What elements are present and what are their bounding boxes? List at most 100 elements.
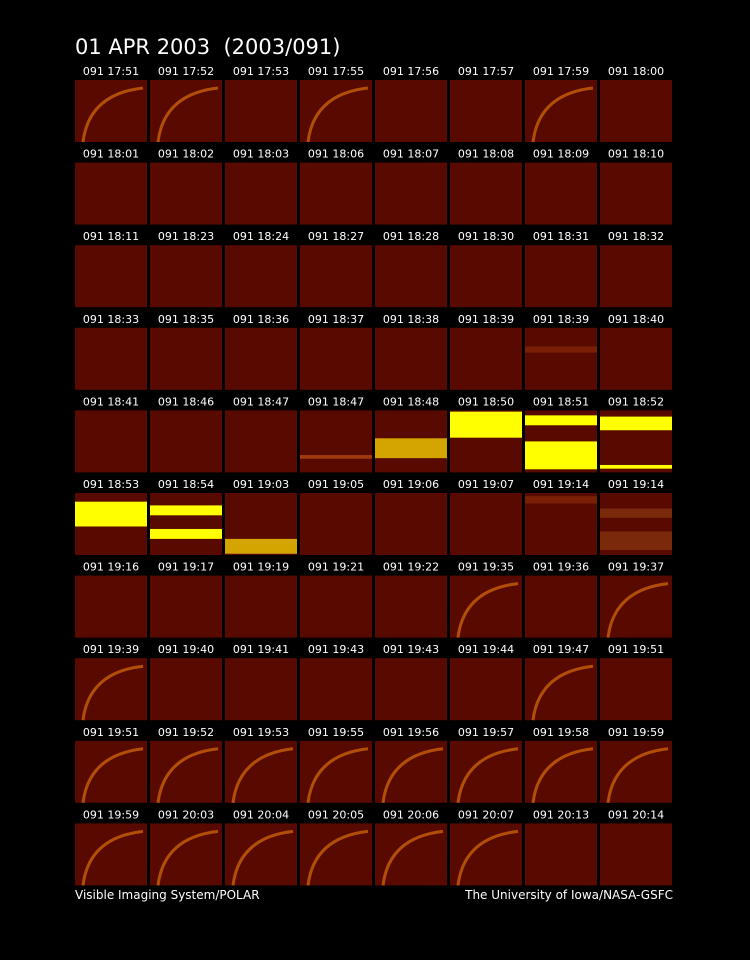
image-band — [525, 496, 597, 504]
panel-label: 091 18:46 — [158, 395, 214, 408]
image-field — [75, 327, 147, 390]
image-field — [300, 575, 372, 638]
panel-image — [300, 823, 372, 886]
panel-image — [600, 493, 672, 555]
panel-image — [75, 162, 147, 225]
panel-label: 091 18:07 — [383, 148, 439, 161]
panel-label: 091 18:50 — [458, 395, 514, 408]
panel-label: 091 19:51 — [83, 726, 139, 739]
panel-label: 091 19:55 — [308, 726, 364, 739]
panel-label: 091 18:53 — [83, 478, 139, 491]
panel-label: 091 19:57 — [458, 726, 514, 739]
image-field — [375, 327, 447, 390]
panel-image — [375, 740, 447, 803]
panel-image — [375, 162, 447, 225]
panel-image — [75, 327, 147, 390]
panel-image — [450, 658, 522, 721]
panel-image — [300, 493, 372, 555]
panel-label: 091 18:23 — [158, 230, 214, 243]
panel-label: 091 20:14 — [608, 808, 664, 821]
footer-left: Visible Imaging System/POLAR — [75, 888, 260, 902]
aurora-arc — [81, 664, 144, 721]
panel-label: 091 19:35 — [458, 561, 514, 574]
aurora-arc — [531, 86, 594, 143]
aurora-arc — [306, 829, 369, 886]
panel-label: 091 19:59 — [608, 726, 664, 739]
image-field — [300, 162, 372, 225]
panel-image — [75, 245, 147, 308]
image-field — [75, 575, 147, 638]
aurora-arc — [231, 829, 294, 886]
panel-image — [150, 162, 222, 225]
image-band — [375, 438, 447, 459]
panel-image — [600, 740, 672, 803]
panel-image — [375, 327, 447, 390]
image-band — [150, 528, 222, 539]
panel-image — [450, 245, 522, 308]
panel-image — [300, 575, 372, 638]
panel-label: 091 18:47 — [233, 395, 289, 408]
panel-image — [75, 658, 147, 721]
image-field — [75, 162, 147, 225]
panel-image — [75, 740, 147, 803]
panel-image — [375, 80, 447, 142]
panel-image — [450, 823, 522, 886]
panel-label: 091 18:51 — [533, 395, 589, 408]
panel-image — [600, 575, 672, 638]
panel-label: 091 18:47 — [308, 395, 364, 408]
panel-image — [225, 823, 297, 886]
panel-label: 091 19:43 — [383, 643, 439, 656]
image-field — [150, 493, 222, 555]
panel-image — [150, 410, 222, 473]
panel-label: 091 18:02 — [158, 148, 214, 161]
panel-label: 091 18:33 — [83, 313, 139, 326]
panel-image — [225, 410, 297, 473]
image-field — [525, 162, 597, 225]
panel-label: 091 17:57 — [458, 65, 514, 78]
panel-image — [375, 823, 447, 886]
panel-image — [150, 740, 222, 803]
panel-label: 091 18:00 — [608, 65, 664, 78]
panel-image — [600, 327, 672, 390]
footer-right: The University of Iowa/NASA-GSFC — [464, 888, 673, 902]
image-field — [150, 162, 222, 225]
panel-label: 091 19:37 — [608, 561, 664, 574]
panel-image — [525, 162, 597, 225]
panel-label: 091 18:39 — [533, 313, 589, 326]
panel-label: 091 20:07 — [458, 808, 514, 821]
panel-label: 091 18:03 — [233, 148, 289, 161]
image-field — [375, 245, 447, 308]
panel-label: 091 18:09 — [533, 148, 589, 161]
panel-image — [525, 575, 597, 638]
panel-label: 091 17:59 — [533, 65, 589, 78]
image-field — [375, 80, 447, 142]
panel-label: 091 18:24 — [233, 230, 289, 243]
panel-image — [75, 410, 147, 473]
panel-label: 091 19:16 — [83, 561, 139, 574]
panel-image — [525, 740, 597, 803]
panel-image — [375, 493, 447, 555]
panel-label: 091 18:54 — [158, 478, 214, 491]
panel-label: 091 18:41 — [83, 395, 139, 408]
panel-image — [600, 162, 672, 225]
aurora-arc — [531, 747, 594, 803]
aurora-arc — [381, 829, 444, 886]
panel-image — [450, 327, 522, 390]
panel-image — [600, 245, 672, 308]
image-field — [300, 658, 372, 721]
image-band — [225, 538, 297, 554]
panel-label: 091 17:55 — [308, 65, 364, 78]
image-field — [300, 410, 372, 473]
panel-label: 091 18:28 — [383, 230, 439, 243]
image-band — [75, 501, 147, 527]
image-band — [600, 531, 672, 551]
image-band — [525, 441, 597, 470]
image-field — [375, 493, 447, 555]
panel-image — [300, 245, 372, 308]
panel-label: 091 18:10 — [608, 148, 664, 161]
panel-label: 091 18:37 — [308, 313, 364, 326]
panel-label: 091 19:41 — [233, 643, 289, 656]
image-band — [600, 416, 672, 431]
aurora-arc — [156, 829, 219, 886]
image-field — [225, 410, 297, 473]
